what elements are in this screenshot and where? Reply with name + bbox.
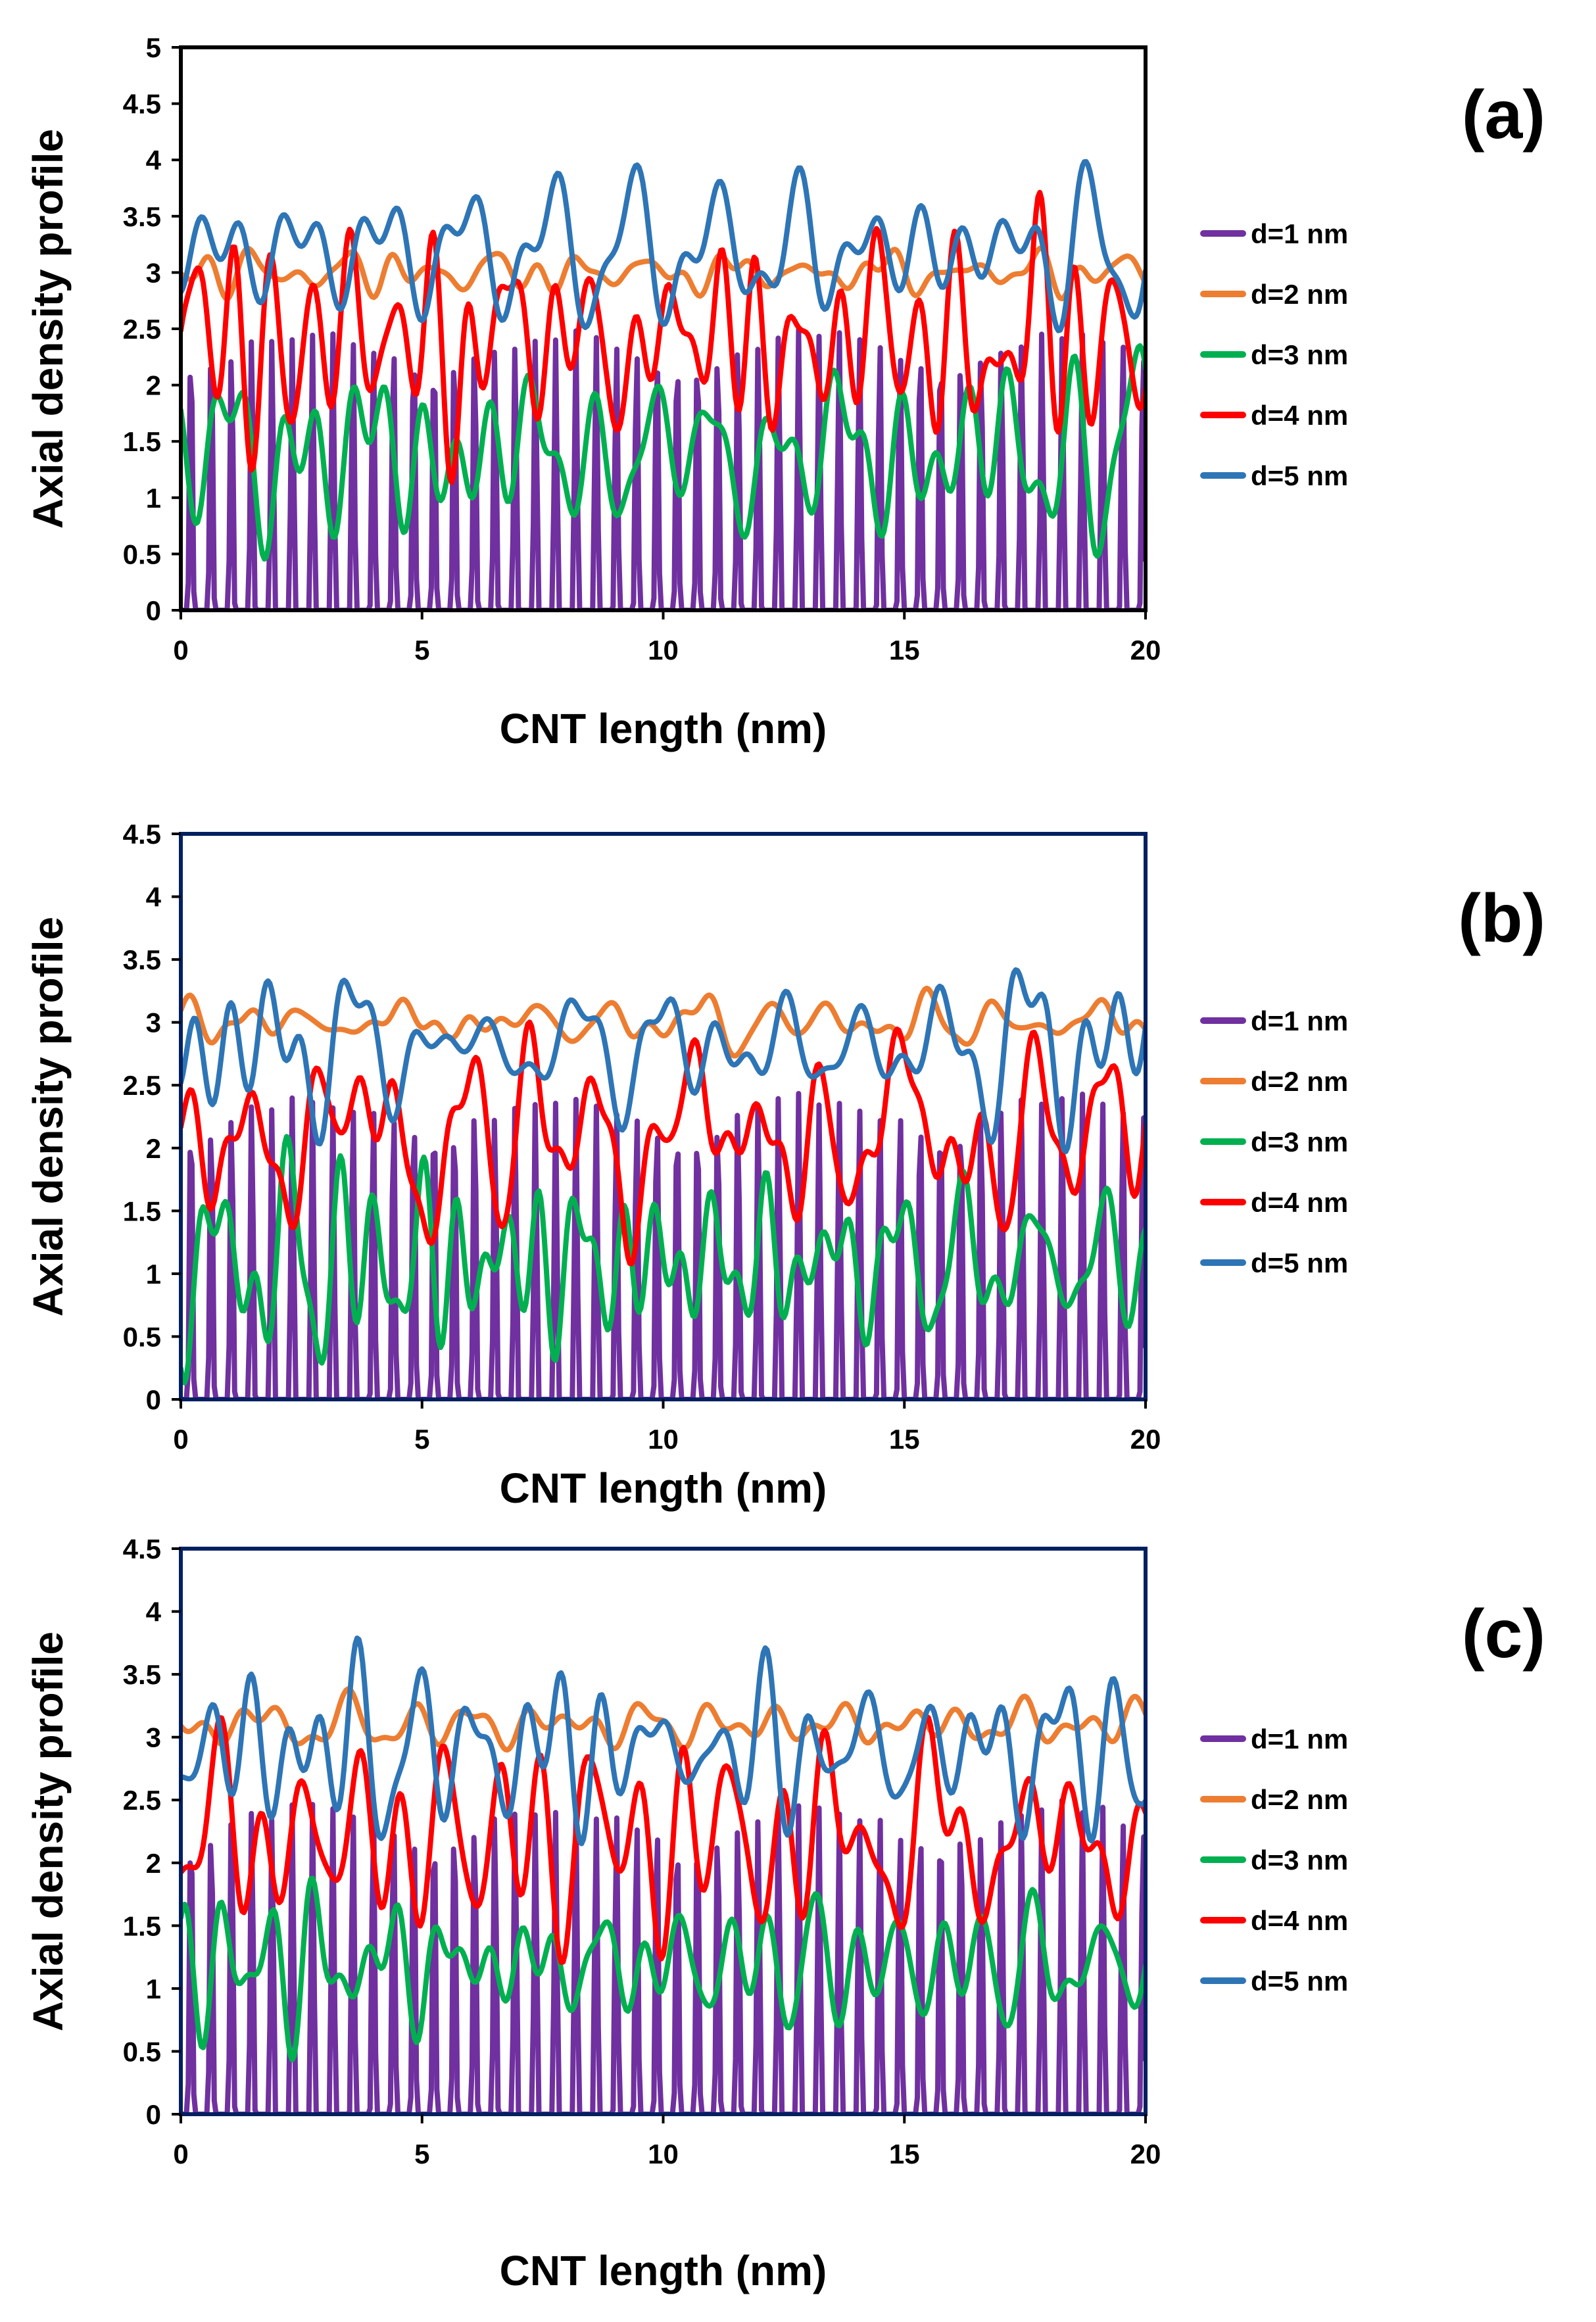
legend: d=1 nm d=2 nm d=3 nm d=4 nm d=5 nm (1200, 1724, 1348, 1996)
legend-label: d=1 nm (1251, 1005, 1348, 1036)
y-tick-label: 0 (146, 1384, 161, 1415)
panel-label: (b) (1458, 881, 1545, 957)
x-tick-label: 5 (414, 1424, 429, 1455)
x-tick-label: 10 (648, 2139, 679, 2169)
series-line-d-3-nm (181, 1134, 1146, 1386)
legend-label: d=1 nm (1251, 1724, 1348, 1754)
series-line-d-1-nm (181, 327, 1146, 610)
panel-label: (c) (1462, 1596, 1545, 1672)
series-line-d-3-nm (181, 343, 1146, 562)
y-tick-label: 0.5 (123, 539, 161, 569)
legend: d=1 nm d=2 nm d=3 nm d=4 nm d=5 nm (1200, 218, 1348, 491)
series-line-d-1-nm (181, 1797, 1146, 2114)
y-tick-label: 0 (146, 2099, 161, 2130)
legend-label: d=5 nm (1251, 460, 1348, 491)
y-axis-title: Axial density profile (24, 1632, 72, 2031)
y-tick-label: 1.5 (123, 426, 161, 457)
x-tick-label: 15 (889, 2139, 920, 2169)
chart-panel-1: 0 0.5 1 1.5 2 2.5 3 3.5 4 4.5 5 0 5 10 15 20 CNT length … (24, 32, 1545, 752)
y-tick-label: 2 (146, 370, 161, 401)
x-tick-label: 20 (1130, 1424, 1161, 1455)
legend-label: d=4 nm (1251, 1187, 1348, 1218)
y-tick-label: 0 (146, 595, 161, 626)
series-line-d-2-nm (181, 985, 1146, 1059)
y-tick-label: 1.5 (123, 1910, 161, 1941)
series-line-d-5-nm (181, 967, 1146, 1155)
legend-label: d=3 nm (1251, 1845, 1348, 1875)
y-tick-label: 2.5 (123, 1785, 161, 1816)
y-tick-label: 1 (146, 1973, 161, 2004)
y-tick-label: 0.5 (123, 2036, 161, 2067)
y-tick-label: 3.5 (123, 1659, 161, 1690)
y-tick-label: 1 (146, 1259, 161, 1290)
legend-label: d=2 nm (1251, 1066, 1348, 1097)
x-tick-label: 0 (173, 2139, 188, 2169)
x-tick-label: 15 (889, 635, 920, 665)
y-tick-label: 4.5 (123, 1534, 161, 1564)
y-tick-label: 4 (146, 1597, 162, 1628)
legend-label: d=2 nm (1251, 1784, 1348, 1815)
y-tick-label: 2 (146, 1848, 161, 1879)
y-tick-label: 4 (146, 882, 162, 913)
y-tick-label: 2.5 (123, 1070, 161, 1101)
y-tick-label: 4.5 (123, 89, 161, 120)
series-line-d-5-nm (181, 1635, 1146, 1847)
series-line-d-1-nm (181, 1091, 1146, 1399)
y-tick-label: 3 (146, 257, 161, 288)
y-tick-label: 0.5 (123, 1321, 161, 1352)
y-tick-label: 1 (146, 483, 161, 514)
y-axis-title: Axial density profile (24, 917, 72, 1317)
legend-label: d=5 nm (1251, 1966, 1348, 1996)
x-tick-label: 15 (889, 1424, 920, 1455)
legend-label: d=5 nm (1251, 1247, 1348, 1278)
series-line-d-5-nm (181, 158, 1146, 333)
x-tick-label: 0 (173, 635, 188, 665)
series-group (181, 1635, 1146, 2114)
y-tick-label: 3.5 (123, 944, 161, 975)
legend: d=1 nm d=2 nm d=3 nm d=4 nm d=5 nm (1200, 1005, 1348, 1278)
x-axis-title: CNT length (nm) (500, 2247, 827, 2294)
y-axis-title: Axial density profile (24, 129, 72, 529)
x-tick-label: 20 (1130, 2139, 1161, 2169)
y-tick-label: 3 (146, 1722, 161, 1753)
x-tick-label: 10 (648, 635, 679, 665)
y-tick-label: 2.5 (123, 314, 161, 345)
y-tick-label: 4.5 (123, 819, 161, 850)
y-tick-label: 2 (146, 1133, 161, 1164)
x-tick-label: 5 (414, 2139, 429, 2169)
legend-label: d=4 nm (1251, 400, 1348, 431)
x-axis-title: CNT length (nm) (500, 1464, 827, 1512)
series-group (181, 158, 1146, 610)
legend-label: d=3 nm (1251, 339, 1348, 370)
series-group (181, 967, 1146, 1399)
y-tick-label: 1.5 (123, 1196, 161, 1226)
chart-panel-2: 0 0.5 1 1.5 2 2.5 3 3.5 4 4.5 0 5 10 15 20 CNT length (… (24, 819, 1545, 1512)
y-tick-label: 5 (146, 32, 161, 63)
x-tick-label: 5 (414, 635, 429, 665)
legend-label: d=1 nm (1251, 218, 1348, 249)
y-tick-label: 3.5 (123, 201, 161, 232)
series-line-d-4-nm (181, 1714, 1146, 1965)
legend-label: d=3 nm (1251, 1126, 1348, 1157)
legend-label: d=4 nm (1251, 1905, 1348, 1936)
x-tick-label: 0 (173, 1424, 188, 1455)
y-tick-label: 4 (146, 145, 162, 176)
panel-label: (a) (1462, 77, 1545, 153)
y-tick-label: 3 (146, 1007, 161, 1038)
x-tick-label: 20 (1130, 635, 1161, 665)
x-tick-label: 10 (648, 1424, 679, 1455)
x-axis-title: CNT length (nm) (500, 705, 827, 752)
legend-label: d=2 nm (1251, 279, 1348, 310)
chart-panel-3: 0 0.5 1 1.5 2 2.5 3 3.5 4 4.5 0 5 10 15 20 CNT length (… (24, 1534, 1545, 2294)
